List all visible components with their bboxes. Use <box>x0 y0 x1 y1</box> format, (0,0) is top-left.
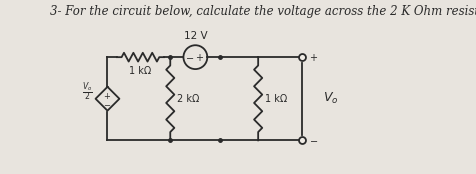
Text: $-$: $-$ <box>103 99 111 108</box>
Text: $V_o$: $V_o$ <box>322 91 337 106</box>
Text: $-$: $-$ <box>308 135 317 145</box>
Text: $+$: $+$ <box>103 91 111 101</box>
Text: 2 kΩ: 2 kΩ <box>177 94 199 104</box>
Text: 3- For the circuit below, calculate the voltage across the 2 K Ohm resistor.: 3- For the circuit below, calculate the … <box>50 5 476 18</box>
Text: $+$: $+$ <box>308 52 317 63</box>
Text: 1 kΩ: 1 kΩ <box>265 94 287 104</box>
Text: $+$: $+$ <box>195 52 204 63</box>
Text: $\frac{V_o}{2}$: $\frac{V_o}{2}$ <box>81 81 92 103</box>
Text: $-$: $-$ <box>185 52 194 62</box>
Text: 1 kΩ: 1 kΩ <box>129 66 151 76</box>
Text: 12 V: 12 V <box>183 31 207 41</box>
